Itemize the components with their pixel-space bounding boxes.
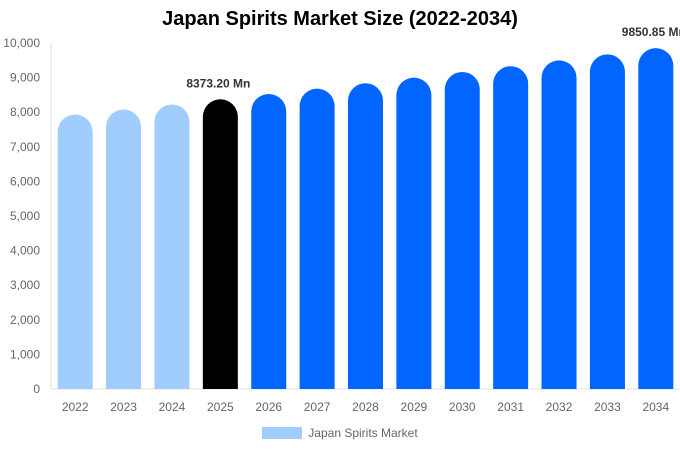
y-tick-label: 5,000: [10, 209, 40, 223]
bar-2032: [541, 60, 577, 389]
y-tick-label: 6,000: [10, 174, 40, 188]
y-tick-label: 9,000: [10, 71, 40, 85]
legend-label: Japan Spirits Market: [308, 426, 418, 440]
data-label-2025: 8373.20 Mn: [186, 76, 250, 90]
x-tick-label: 2022: [62, 400, 89, 414]
bar-2031: [493, 66, 529, 389]
y-tick-label: 0: [33, 382, 40, 396]
y-tick-label: 2,000: [10, 313, 40, 327]
bar-2022: [57, 114, 93, 389]
bar-2030: [444, 71, 480, 389]
y-tick-label: 4,000: [10, 244, 40, 258]
x-tick-label: 2032: [546, 400, 573, 414]
x-tick-label: 2026: [255, 400, 282, 414]
x-tick-label: 2031: [497, 400, 524, 414]
x-tick-label: 2024: [159, 400, 186, 414]
x-tick-label: 2027: [304, 400, 331, 414]
y-tick-label: 10,000: [3, 36, 40, 50]
x-tick-label: 2023: [110, 400, 137, 414]
x-tick-label: 2025: [207, 400, 234, 414]
bar-2025: [202, 99, 238, 389]
x-tick-label: 2030: [449, 400, 476, 414]
y-tick-label: 3,000: [10, 278, 40, 292]
bar-2026: [251, 94, 287, 389]
bar-2027: [299, 88, 335, 389]
y-tick-label: 7,000: [10, 140, 40, 154]
x-tick-label: 2034: [642, 400, 669, 414]
legend-swatch: [262, 427, 303, 439]
legend: Japan Spirits Market: [0, 426, 680, 440]
y-tick-label: 8,000: [10, 105, 40, 119]
bar-2033: [589, 54, 625, 389]
bar-2024: [154, 104, 190, 390]
data-label-2034: 9850.85 Mn: [622, 25, 680, 39]
bar-2034: [638, 48, 674, 390]
bar-2028: [348, 83, 383, 389]
y-tick-label: 1,000: [10, 347, 40, 361]
x-tick-label: 2033: [594, 400, 621, 414]
x-tick-label: 2028: [352, 400, 379, 414]
x-tick-label: 2029: [401, 400, 428, 414]
bar-2023: [106, 109, 142, 390]
bar-2029: [396, 77, 432, 390]
chart-title: Japan Spirits Market Size (2022-2034): [162, 8, 518, 30]
